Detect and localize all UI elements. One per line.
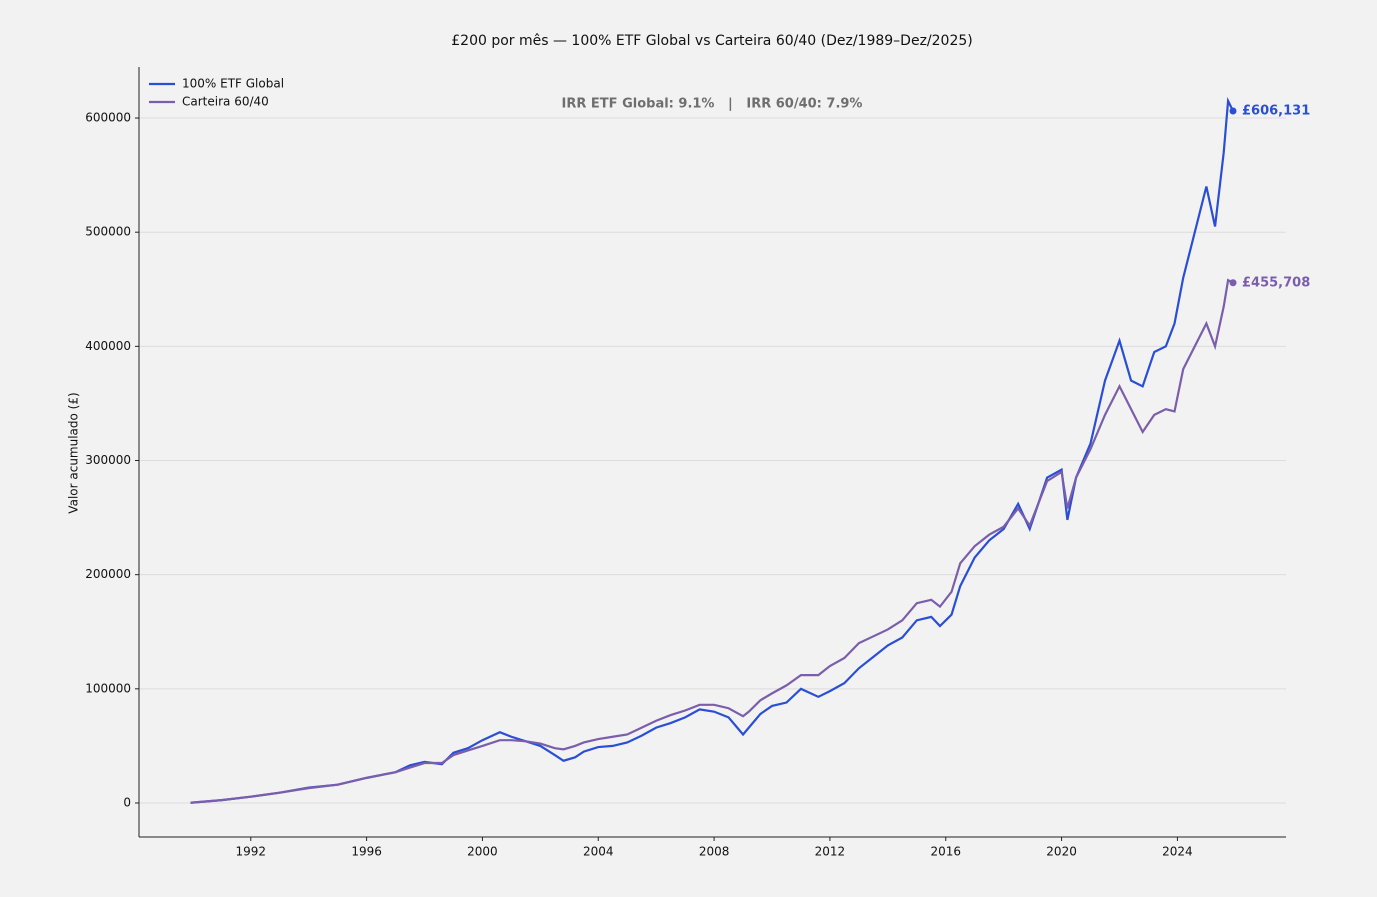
x-tick-label: 2016 (930, 845, 961, 859)
end-point (1229, 279, 1237, 287)
y-tick-label: 200000 (85, 567, 131, 581)
annotation: IRR ETF Global: 9.1% | IRR 60/40: 7.9% (562, 97, 863, 112)
x-tick-label: 2000 (467, 845, 498, 859)
y-tick-label: 0 (123, 795, 131, 809)
y-tick-label: 300000 (85, 453, 131, 467)
x-tick-label: 2020 (1046, 845, 1077, 859)
y-tick-label: 400000 (85, 339, 131, 353)
x-tick-label: 2012 (815, 845, 846, 859)
x-tick-label: 1996 (351, 845, 382, 859)
y-tick-label: 500000 (85, 225, 131, 239)
series-line (190, 278, 1234, 804)
chart-title: £200 por mês — 100% ETF Global vs Cartei… (451, 33, 972, 49)
x-tick-label: 2024 (1162, 845, 1193, 859)
x-tick-label: 2004 (583, 845, 614, 859)
x-tick-label: 2008 (699, 845, 730, 859)
end-point (1229, 107, 1237, 115)
value-label: £455,708 (1242, 275, 1310, 290)
legend-label: 100% ETF Global (182, 77, 284, 91)
figure-bg (58, 28, 1320, 866)
y-tick-label: 100000 (85, 681, 131, 695)
series-line (190, 96, 1234, 804)
value-label: £606,131 (1242, 104, 1310, 119)
y-axis-label: Valor acumulado (£) (67, 392, 81, 513)
x-tick-label: 1992 (236, 845, 267, 859)
legend-label: Carteira 60/40 (182, 95, 269, 109)
y-tick-label: 600000 (85, 111, 131, 125)
